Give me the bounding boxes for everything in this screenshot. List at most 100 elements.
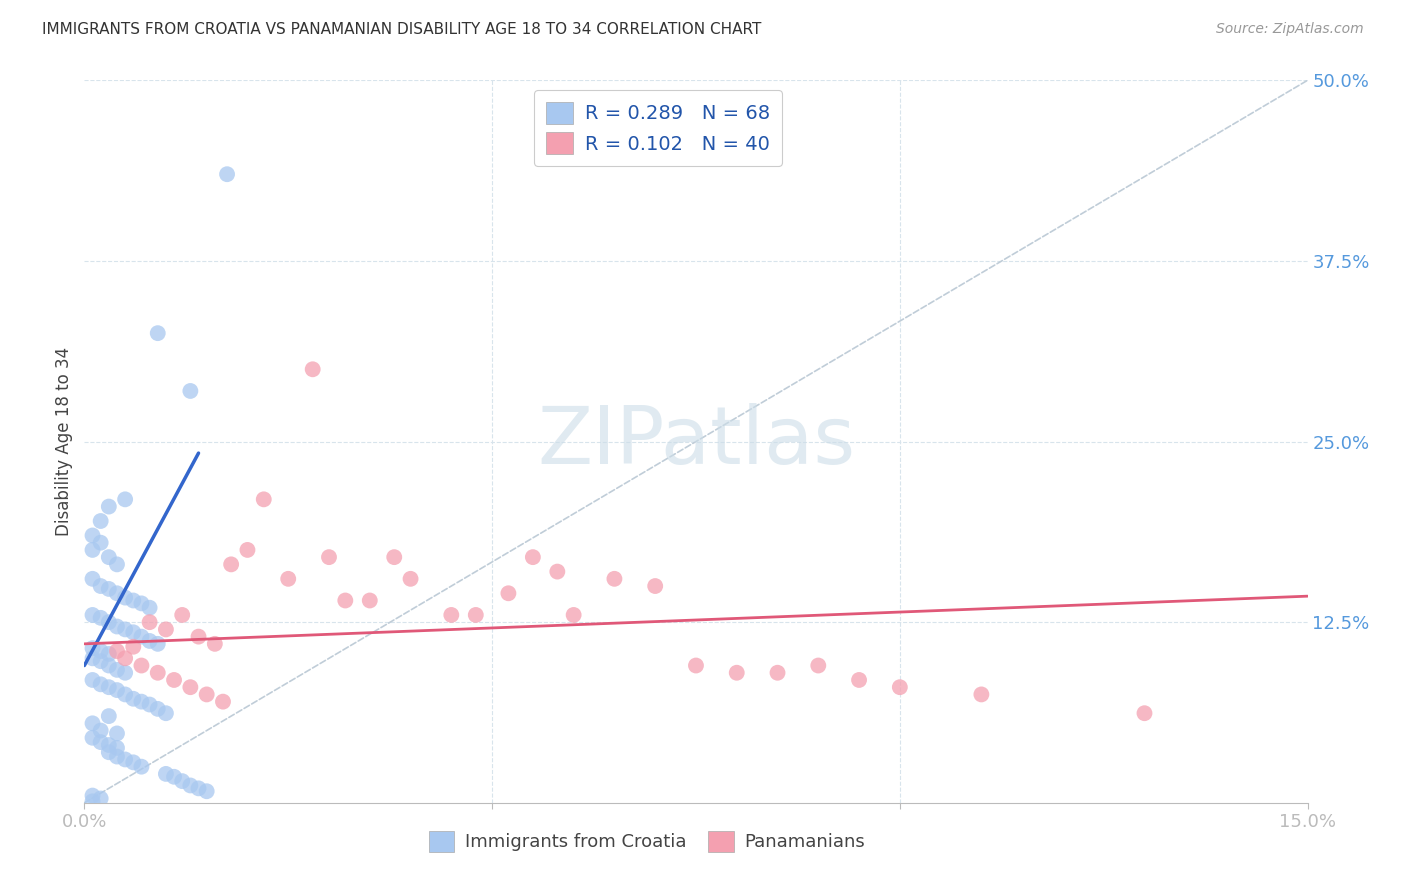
Point xyxy=(122,625,145,640)
Point xyxy=(277,572,299,586)
Point xyxy=(138,634,160,648)
Point xyxy=(146,637,169,651)
Point xyxy=(90,611,112,625)
Point xyxy=(105,644,128,658)
Point xyxy=(889,680,911,694)
Point xyxy=(970,687,993,701)
Y-axis label: Disability Age 18 to 34: Disability Age 18 to 34 xyxy=(55,347,73,536)
Point xyxy=(155,706,177,721)
Point xyxy=(1133,706,1156,721)
Point xyxy=(179,680,201,694)
Point xyxy=(90,735,112,749)
Point xyxy=(90,723,112,738)
Point xyxy=(82,651,104,665)
Point xyxy=(253,492,276,507)
Point xyxy=(82,528,104,542)
Point xyxy=(172,607,194,622)
Point xyxy=(359,593,381,607)
Point xyxy=(114,665,136,680)
Point xyxy=(187,781,209,796)
Point xyxy=(685,658,707,673)
Point xyxy=(603,572,626,586)
Point xyxy=(301,362,323,376)
Point xyxy=(217,167,239,181)
Point xyxy=(131,760,153,774)
Point xyxy=(138,615,160,630)
Point xyxy=(382,550,405,565)
Text: ZIPatlas: ZIPatlas xyxy=(537,402,855,481)
Point xyxy=(114,591,136,605)
Point xyxy=(195,687,218,701)
Point xyxy=(97,550,120,565)
Point xyxy=(163,770,186,784)
Point xyxy=(105,740,128,755)
Point xyxy=(114,623,136,637)
Point xyxy=(105,726,128,740)
Point xyxy=(212,695,235,709)
Point xyxy=(179,384,201,398)
Point xyxy=(122,593,145,607)
Point xyxy=(725,665,748,680)
Point xyxy=(114,651,136,665)
Point xyxy=(82,641,104,656)
Point xyxy=(105,683,128,698)
Point xyxy=(155,623,177,637)
Point xyxy=(122,640,145,654)
Point xyxy=(131,630,153,644)
Point xyxy=(90,644,112,658)
Point xyxy=(105,586,128,600)
Point xyxy=(82,607,104,622)
Point xyxy=(146,702,169,716)
Point xyxy=(97,658,120,673)
Point xyxy=(236,542,259,557)
Point xyxy=(97,745,120,759)
Point xyxy=(97,500,120,514)
Point xyxy=(90,654,112,668)
Point xyxy=(219,558,242,572)
Point xyxy=(97,582,120,596)
Point xyxy=(82,789,104,803)
Point xyxy=(90,677,112,691)
Point xyxy=(90,579,112,593)
Point xyxy=(105,749,128,764)
Point xyxy=(131,695,153,709)
Point xyxy=(766,665,789,680)
Point xyxy=(82,731,104,745)
Point xyxy=(179,779,201,793)
Point xyxy=(146,665,169,680)
Point xyxy=(97,680,120,694)
Point xyxy=(146,326,169,340)
Point xyxy=(82,542,104,557)
Point xyxy=(399,572,422,586)
Point xyxy=(90,514,112,528)
Point xyxy=(195,784,218,798)
Point xyxy=(82,673,104,687)
Point xyxy=(807,658,830,673)
Point xyxy=(131,596,153,610)
Point xyxy=(97,615,120,630)
Text: Source: ZipAtlas.com: Source: ZipAtlas.com xyxy=(1216,22,1364,37)
Point xyxy=(82,716,104,731)
Point xyxy=(114,492,136,507)
Point xyxy=(546,565,568,579)
Point xyxy=(644,579,666,593)
Point xyxy=(440,607,463,622)
Point xyxy=(90,535,112,549)
Point xyxy=(522,550,544,565)
Point xyxy=(155,767,177,781)
Text: IMMIGRANTS FROM CROATIA VS PANAMANIAN DISABILITY AGE 18 TO 34 CORRELATION CHART: IMMIGRANTS FROM CROATIA VS PANAMANIAN DI… xyxy=(42,22,762,37)
Point xyxy=(105,558,128,572)
Point xyxy=(464,607,486,622)
Point xyxy=(114,687,136,701)
Point xyxy=(105,619,128,633)
Point xyxy=(138,698,160,712)
Point xyxy=(114,752,136,766)
Point xyxy=(848,673,870,687)
Point xyxy=(204,637,226,651)
Point xyxy=(318,550,340,565)
Point xyxy=(131,658,153,673)
Point xyxy=(335,593,357,607)
Point xyxy=(122,691,145,706)
Point xyxy=(562,607,585,622)
Point xyxy=(172,774,194,789)
